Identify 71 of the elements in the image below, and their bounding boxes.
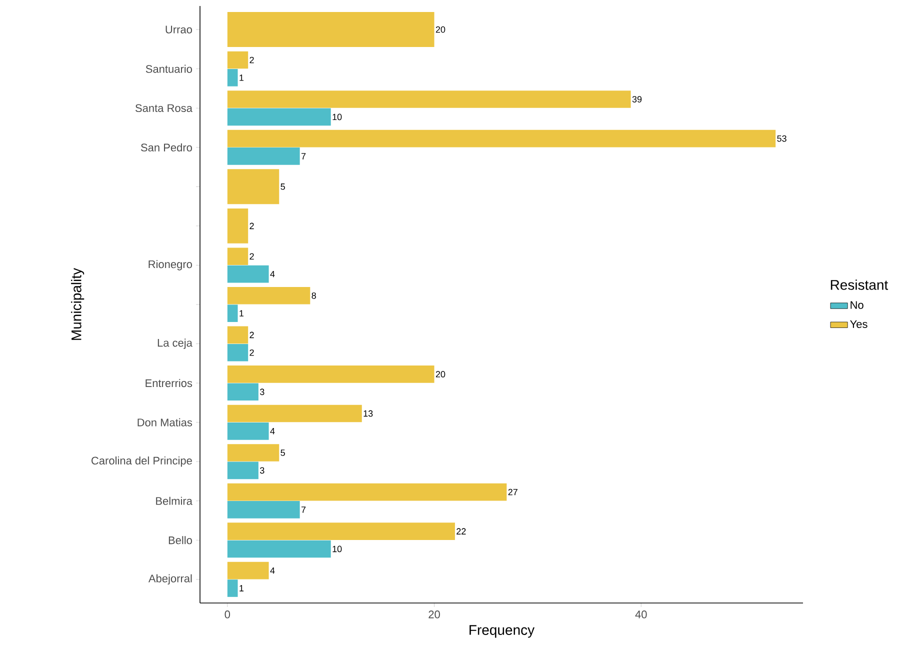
data-label: 53 <box>777 135 786 142</box>
data-label: 10 <box>332 114 342 120</box>
data-label: 3 <box>260 467 264 474</box>
x-axis-title: Frequency <box>470 625 535 638</box>
legend-label: Yes <box>850 320 868 328</box>
data-label: 2 <box>250 56 254 64</box>
y-tick-label: Rionegro <box>148 260 192 270</box>
bar <box>227 366 434 383</box>
y-tick-label: Santuario <box>146 64 192 73</box>
y-tick-label: Entrerrios <box>146 379 192 388</box>
x-tick-label: 40 <box>635 610 647 618</box>
bar <box>227 248 248 266</box>
bar <box>227 383 258 401</box>
bar <box>227 130 776 148</box>
bar <box>227 404 362 422</box>
data-label: 8 <box>312 292 316 299</box>
y-tick-label: Santa Rosa <box>135 104 192 112</box>
data-label: 2 <box>250 332 254 338</box>
bar <box>227 501 300 518</box>
bar <box>227 304 238 322</box>
data-label: 7 <box>301 153 306 160</box>
bar <box>227 90 631 108</box>
bar <box>227 344 248 362</box>
bar <box>227 286 310 304</box>
data-label: 1 <box>240 74 244 81</box>
data-label: 22 <box>456 528 466 534</box>
bar <box>227 462 258 480</box>
legend-title: Resistant <box>830 280 888 290</box>
data-label: 1 <box>240 585 244 592</box>
data-label: 4 <box>270 428 275 434</box>
bar <box>227 265 269 283</box>
data-label: 20 <box>436 26 446 33</box>
bar <box>227 444 280 462</box>
data-label: 2 <box>250 253 254 260</box>
bar <box>227 108 331 126</box>
bar <box>227 580 238 597</box>
data-label: 2 <box>250 222 254 230</box>
x-tick-label: 0 <box>224 610 230 618</box>
data-label: 1 <box>240 310 244 316</box>
bar <box>227 51 248 69</box>
data-label: 3 <box>260 388 264 396</box>
data-label: 4 <box>270 270 275 278</box>
data-label: 27 <box>508 488 518 496</box>
bar <box>227 69 238 86</box>
y-tick-label: La ceja <box>158 338 192 349</box>
x-tick-label: 20 <box>428 610 440 618</box>
y-tick-label: Abejorral <box>148 574 192 585</box>
y-tick-label: Bello <box>168 536 192 544</box>
data-label: 5 <box>280 450 285 456</box>
legend-label: No <box>850 301 864 309</box>
bar <box>227 148 300 165</box>
bar <box>227 483 507 501</box>
data-label: 20 <box>436 371 446 378</box>
y-tick-label: Carolina del Principe <box>92 456 192 467</box>
bar <box>227 562 269 580</box>
data-label: 2 <box>250 349 254 356</box>
bar <box>227 522 455 540</box>
data-label: 13 <box>364 410 373 417</box>
y-tick-label: Don Matias <box>138 418 192 426</box>
bar <box>227 326 248 344</box>
data-label: 7 <box>301 506 306 513</box>
data-label: 39 <box>632 96 642 102</box>
bar <box>227 422 269 440</box>
y-tick-label: Belmira <box>156 496 192 505</box>
data-label: 10 <box>332 546 342 552</box>
y-tick-label: San Pedro <box>140 143 192 152</box>
data-label: 5 <box>280 184 285 190</box>
bar <box>227 540 331 558</box>
y-tick-label: Urrao <box>166 26 192 34</box>
data-label: 4 <box>270 567 275 574</box>
y-axis-title: Municipality <box>71 268 84 340</box>
